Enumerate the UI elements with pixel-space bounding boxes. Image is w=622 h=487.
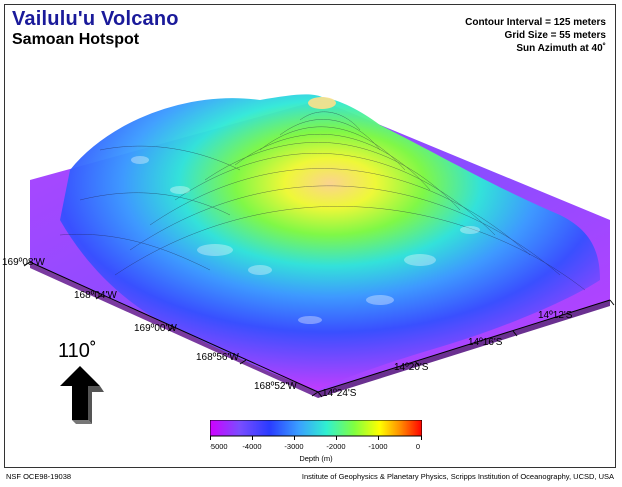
lat-tick-2: 14º20'S [394,362,429,373]
colorbar-tick-4: -2000 [326,442,345,451]
depth-colorbar: -5000 -4000 -3000 -2000 -1000 0 Depth (m… [208,419,423,473]
colorbar-tick-6: 0 [416,442,420,451]
lon-tick-5: 168º52'W [254,381,297,392]
lon-tick-2: 168º04'W [74,290,117,301]
grid-size-text: Grid Size = 55 meters [504,30,606,41]
colorbar-tick-1: -5000 [210,442,228,451]
longitude-axis [23,261,319,397]
surface-highlights [131,156,480,324]
colorbar-label: Depth (m) [299,454,333,463]
map-parameters: Contour Interval = 125 meters Grid Size … [465,16,606,55]
institution-credit: Institute of Geophysics & Planetary Phys… [301,472,614,481]
contour-interval-text: Contour Interval = 125 meters [465,17,606,28]
colorbar-tick-3: -3000 [284,442,303,451]
map-title: Vailulu'u Volcano [12,8,179,30]
block-right-face [318,300,610,398]
figure-frame [4,4,616,468]
volcano-edifice [60,94,600,390]
grant-number: NSF OCE98-19038 [6,472,72,481]
summit-crater [308,97,336,109]
north-arrow-icon [60,366,104,424]
sun-azimuth-text: Sun Azimuth at 40˚ [516,43,606,54]
contour-lines [59,111,586,291]
lat-tick-3: 14º16'S [468,337,503,348]
map-subtitle: Samoan Hotspot [12,31,140,48]
colorbar-graphic: -5000 -4000 -3000 -2000 -1000 0 Depth (m… [208,419,423,463]
latitude-axis [317,299,615,398]
lon-tick-3: 169º00'W [134,323,177,334]
lat-tick-4: 14º12'S [538,310,573,321]
lat-tick-1: 14º24'S [322,388,357,399]
view-azimuth-label: 110˚ [58,340,97,362]
lon-tick-1: 169º08'W [2,257,45,268]
colorbar-tick-2: -4000 [242,442,261,451]
colorbar-ramp [209,419,423,437]
colorbar-ticks [210,436,422,440]
block-left-face [30,262,318,398]
colorbar-tick-5: -1000 [368,442,387,451]
lon-tick-4: 168º56'W [196,352,239,363]
